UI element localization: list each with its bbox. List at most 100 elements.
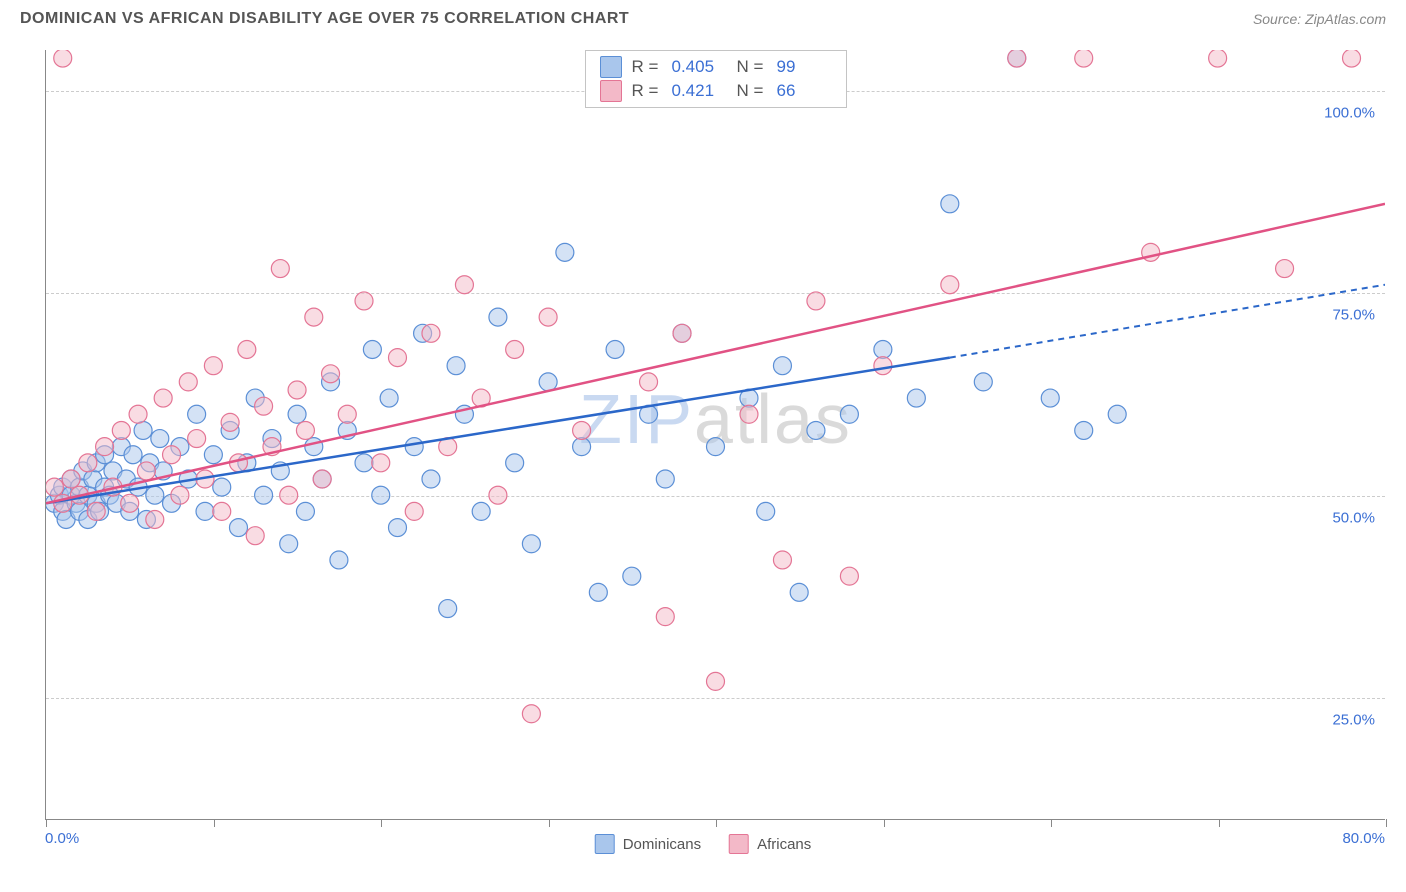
stats-r-label: R = <box>632 57 662 77</box>
data-point <box>330 551 348 569</box>
data-point <box>707 672 725 690</box>
stats-n-label: N = <box>737 81 767 101</box>
data-point <box>489 308 507 326</box>
data-point <box>171 486 189 504</box>
data-point <box>54 50 72 67</box>
regression-line-extrapolated <box>950 285 1385 358</box>
data-point <box>372 486 390 504</box>
data-point <box>151 430 169 448</box>
data-point <box>179 373 197 391</box>
data-point <box>907 389 925 407</box>
data-point <box>807 292 825 310</box>
data-point <box>288 381 306 399</box>
x-tick <box>549 819 550 827</box>
data-point <box>188 405 206 423</box>
data-point <box>188 430 206 448</box>
data-point <box>941 276 959 294</box>
data-point <box>62 470 80 488</box>
x-min-label: 0.0% <box>45 830 79 847</box>
data-point <box>124 446 142 464</box>
data-point <box>238 341 256 359</box>
x-tick <box>1051 819 1052 827</box>
data-point <box>1075 421 1093 439</box>
data-point <box>213 478 231 496</box>
data-point <box>372 454 390 472</box>
data-point <box>112 421 130 439</box>
data-point <box>280 535 298 553</box>
data-point <box>46 478 63 496</box>
stats-swatch-africans <box>600 80 622 102</box>
x-tick <box>884 819 885 827</box>
data-point <box>422 470 440 488</box>
data-point <box>840 405 858 423</box>
data-point <box>204 357 222 375</box>
data-point <box>539 373 557 391</box>
data-point <box>296 502 314 520</box>
stats-swatch-dominicans <box>600 56 622 78</box>
data-point <box>1108 405 1126 423</box>
stats-n-label: N = <box>737 57 767 77</box>
chart-title: DOMINICAN VS AFRICAN DISABILITY AGE OVER… <box>20 10 629 28</box>
data-point <box>506 454 524 472</box>
data-point <box>522 535 540 553</box>
data-point <box>305 438 323 456</box>
stats-r-value-1: 0.421 <box>672 81 727 101</box>
data-point <box>589 583 607 601</box>
data-point <box>154 389 172 407</box>
bottom-legend: Dominicans Africans <box>595 834 812 854</box>
data-point <box>271 260 289 278</box>
legend-label-africans: Africans <box>757 836 811 853</box>
data-point <box>455 276 473 294</box>
data-point <box>322 365 340 383</box>
data-point <box>121 494 139 512</box>
data-point <box>313 470 331 488</box>
data-point <box>355 454 373 472</box>
data-point <box>1209 50 1227 67</box>
data-point <box>137 462 155 480</box>
data-point <box>573 438 591 456</box>
data-point <box>1343 50 1361 67</box>
data-point <box>388 519 406 537</box>
stats-row-dominicans: R = 0.405 N = 99 <box>600 55 832 79</box>
data-point <box>146 511 164 529</box>
data-point <box>874 357 892 375</box>
scatter-svg <box>46 50 1385 819</box>
data-point <box>363 341 381 359</box>
data-point <box>790 583 808 601</box>
data-point <box>489 486 507 504</box>
x-tick <box>214 819 215 827</box>
data-point <box>757 502 775 520</box>
data-point <box>1075 50 1093 67</box>
data-point <box>87 502 105 520</box>
data-point <box>255 486 273 504</box>
legend-item-dominicans: Dominicans <box>595 834 701 854</box>
data-point <box>129 405 147 423</box>
data-point <box>355 292 373 310</box>
data-point <box>422 324 440 342</box>
data-point <box>146 486 164 504</box>
data-point <box>740 405 758 423</box>
data-point <box>640 373 658 391</box>
data-point <box>1276 260 1294 278</box>
data-point <box>204 446 222 464</box>
x-tick <box>716 819 717 827</box>
data-point <box>840 567 858 585</box>
data-point <box>405 502 423 520</box>
data-point <box>447 357 465 375</box>
data-point <box>163 446 181 464</box>
stats-r-label: R = <box>632 81 662 101</box>
data-point <box>134 421 152 439</box>
data-point <box>79 454 97 472</box>
stats-n-value-1: 66 <box>777 81 832 101</box>
legend-swatch-dominicans <box>595 834 615 854</box>
data-point <box>439 600 457 618</box>
legend-item-africans: Africans <box>729 834 811 854</box>
data-point <box>556 243 574 261</box>
data-point <box>246 527 264 545</box>
stats-row-africans: R = 0.421 N = 66 <box>600 79 832 103</box>
x-tick <box>381 819 382 827</box>
data-point <box>606 341 624 359</box>
data-point <box>539 308 557 326</box>
data-point <box>707 438 725 456</box>
stats-r-value-0: 0.405 <box>672 57 727 77</box>
